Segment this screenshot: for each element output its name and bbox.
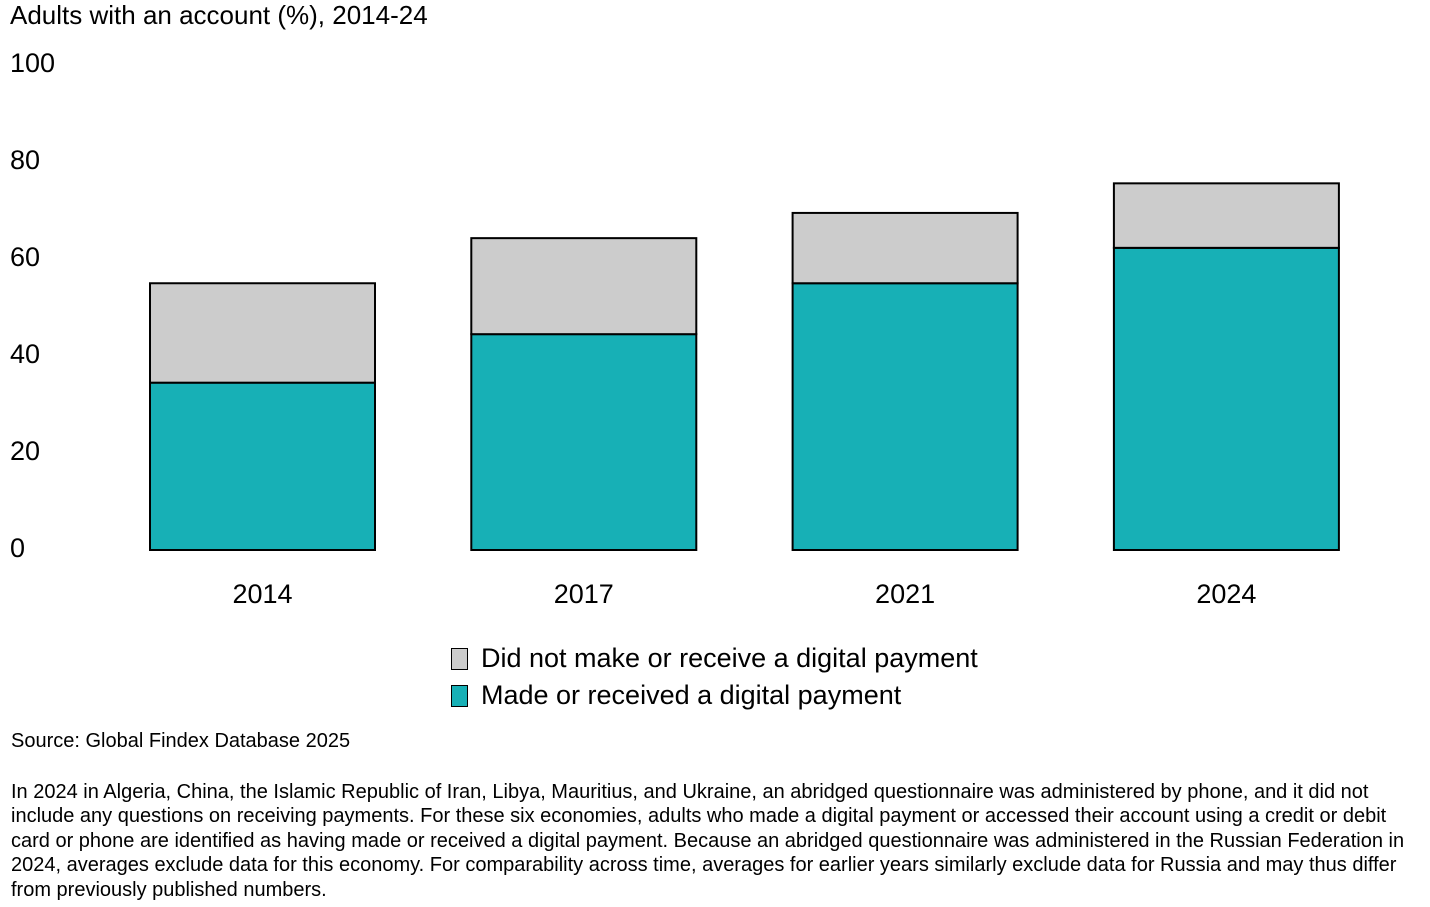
- x-tick-label: 2017: [554, 579, 614, 609]
- bars: [149, 182, 1340, 551]
- bar-segment-not-digital: [149, 282, 376, 384]
- bar-segment-not-digital: [1112, 182, 1340, 249]
- x-tick-label: 2024: [1196, 579, 1256, 609]
- bar-chart: 0 20 40 60 80 100 2014 2017 2021 2024: [10, 48, 1340, 609]
- y-tick-label: 100: [10, 48, 55, 78]
- y-tick-label: 80: [10, 145, 40, 175]
- bar-segment-not-digital: [470, 237, 698, 336]
- x-tick-label: 2021: [875, 579, 935, 609]
- y-tick-label: 60: [10, 242, 40, 272]
- legend-swatch-teal: [451, 684, 468, 707]
- bar-segment-digital: [149, 381, 376, 551]
- legend-label: Did not make or receive a digital paymen…: [481, 643, 978, 673]
- chart-title: Adults with an account (%), 2014-24: [10, 0, 428, 30]
- y-tick-label: 0: [10, 533, 25, 563]
- legend-swatch-gray: [451, 647, 468, 670]
- bar-segment-digital: [791, 282, 1019, 551]
- legend-item-not-digital: Did not make or receive a digital paymen…: [451, 640, 978, 677]
- y-tick-label: 40: [10, 339, 40, 369]
- x-tick-label: 2014: [232, 579, 292, 609]
- source-note: Source: Global Findex Database 2025: [11, 730, 351, 752]
- bar-segment-not-digital: [791, 211, 1019, 285]
- legend: Did not make or receive a digital paymen…: [451, 640, 978, 714]
- bar-segment-digital: [470, 333, 698, 551]
- footnote: In 2024 in Algeria, China, the Islamic R…: [11, 781, 1405, 901]
- bar-segment-digital: [1112, 246, 1340, 551]
- y-axis-ticks: 0 20 40 60 80 100: [10, 48, 55, 563]
- x-axis-ticks: 2014 2017 2021 2024: [232, 579, 1256, 609]
- legend-item-digital: Made or received a digital payment: [451, 677, 978, 714]
- legend-label: Made or received a digital payment: [481, 680, 902, 710]
- y-tick-label: 20: [10, 436, 40, 466]
